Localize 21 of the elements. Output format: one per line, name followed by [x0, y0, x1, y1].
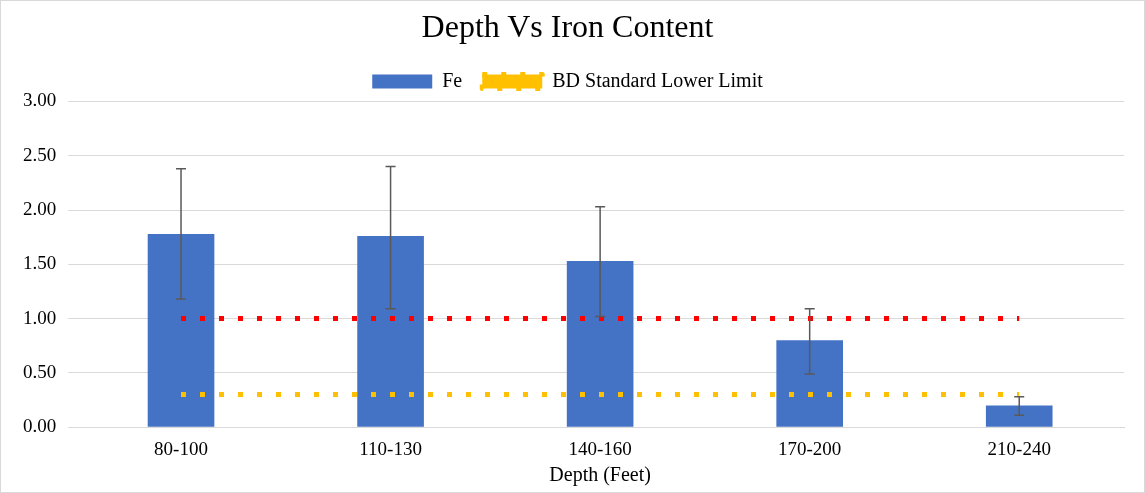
- bar: [985, 405, 1053, 427]
- y-tick-label: 2.50: [23, 143, 57, 165]
- x-axis-title: Depth (Feet): [549, 463, 651, 487]
- bar: [357, 236, 424, 427]
- legend-label: Fe: [442, 68, 463, 91]
- y-tick-label: 1.50: [23, 252, 57, 274]
- y-tick-label: 2.00: [23, 197, 57, 219]
- y-tick-label: 0.00: [23, 415, 57, 437]
- bar: [776, 340, 843, 427]
- y-tick-label: 3.00: [23, 89, 57, 111]
- bar: [566, 261, 634, 427]
- bar: [147, 233, 215, 427]
- x-tick-label: 210-240: [987, 437, 1051, 459]
- x-tick-label: 110-130: [359, 437, 422, 459]
- y-tick-label: 1.00: [23, 306, 57, 328]
- x-tick-label: 170-200: [778, 437, 842, 459]
- y-tick-label: 0.50: [23, 360, 57, 382]
- chart-title: Depth Vs Iron Content: [421, 7, 714, 44]
- x-tick-label: 140-160: [568, 437, 632, 459]
- x-tick-label: 80-100: [154, 437, 208, 459]
- legend-label: BD Standard Lower Limit: [552, 68, 764, 91]
